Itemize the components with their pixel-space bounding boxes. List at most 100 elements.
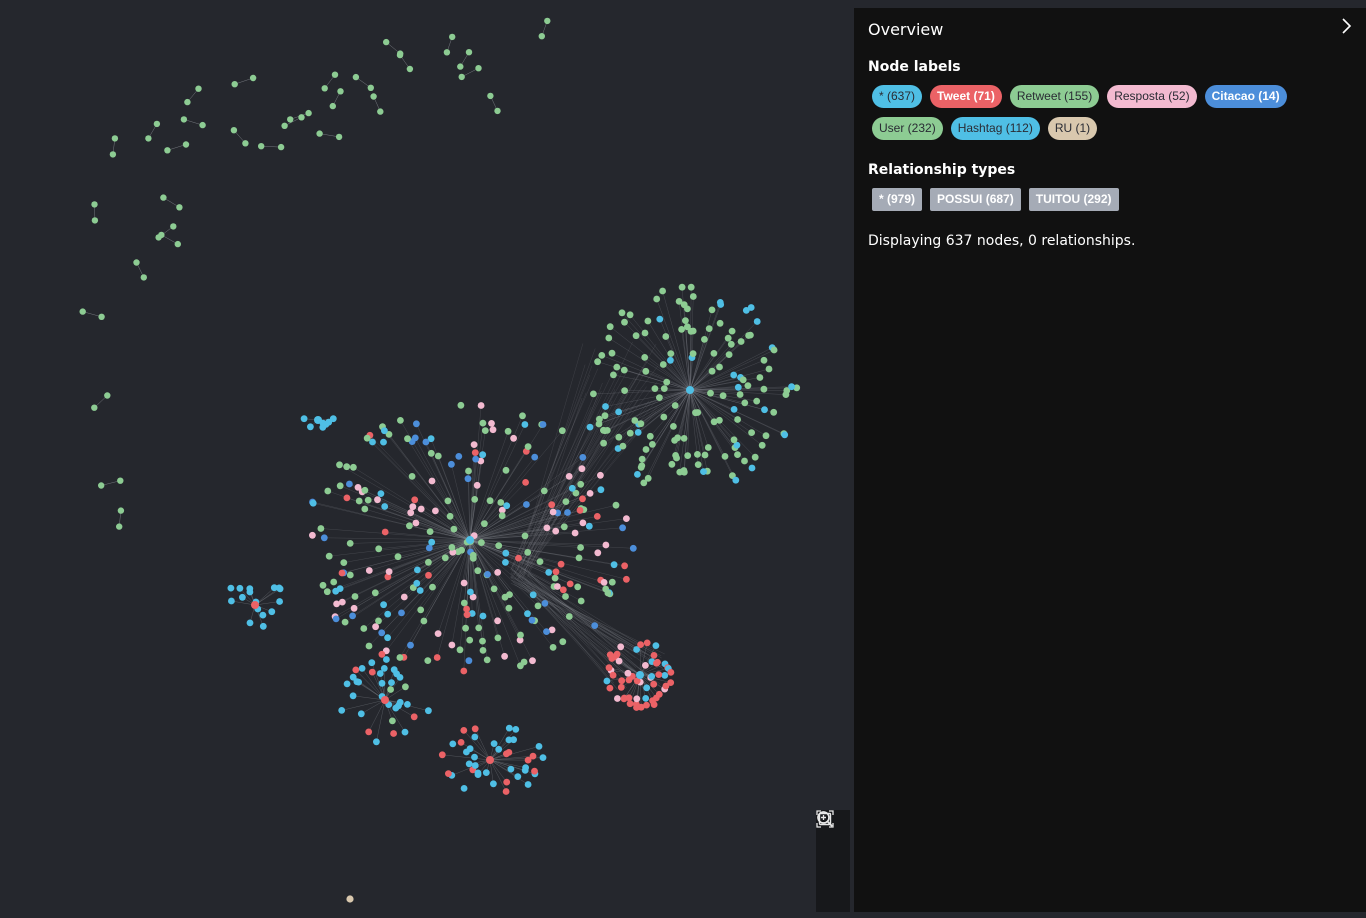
graph-node[interactable]	[614, 695, 621, 702]
graph-node[interactable]	[667, 356, 674, 364]
graph-node[interactable]	[381, 696, 389, 704]
graph-node[interactable]	[603, 677, 611, 685]
graph-node[interactable]	[642, 446, 650, 453]
graph-node[interactable]	[324, 487, 332, 495]
graph-node[interactable]	[380, 665, 388, 672]
graph-node[interactable]	[438, 751, 446, 759]
graph-node[interactable]	[349, 612, 356, 620]
graph-node[interactable]	[470, 441, 478, 448]
graph-node[interactable]	[554, 583, 561, 590]
graph-node[interactable]	[602, 403, 609, 410]
graph-node[interactable]	[531, 453, 539, 461]
graph-node[interactable]	[684, 452, 692, 459]
graph-node[interactable]	[377, 490, 385, 497]
graph-node[interactable]	[522, 764, 529, 772]
graph-node[interactable]	[605, 664, 613, 672]
graph-node[interactable]	[174, 240, 181, 248]
graph-node[interactable]	[111, 135, 119, 142]
graph-node[interactable]	[346, 571, 354, 579]
graph-node[interactable]	[384, 610, 392, 618]
graph-node[interactable]	[91, 217, 99, 224]
graph-node[interactable]	[335, 133, 343, 141]
graph-node[interactable]	[505, 724, 513, 732]
graph-node[interactable]	[626, 429, 634, 437]
graph-node[interactable]	[429, 583, 436, 591]
graph-node[interactable]	[559, 586, 567, 594]
graph-node[interactable]	[325, 552, 333, 560]
graph-node[interactable]	[640, 479, 648, 487]
graph-node[interactable]	[545, 569, 553, 576]
graph-node[interactable]	[505, 736, 513, 744]
graph-node[interactable]	[717, 301, 725, 308]
graph-node[interactable]	[426, 528, 434, 535]
graph-node[interactable]	[765, 365, 773, 373]
graph-node[interactable]	[552, 527, 560, 535]
graph-node[interactable]	[390, 730, 397, 737]
graph-node[interactable]	[343, 463, 351, 471]
graph-node[interactable]	[182, 141, 190, 148]
graph-node[interactable]	[521, 421, 529, 428]
graph-node[interactable]	[401, 728, 409, 736]
graph-node[interactable]	[507, 765, 515, 773]
graph-node[interactable]	[484, 571, 491, 578]
graph-node[interactable]	[336, 585, 344, 592]
graph-node[interactable]	[462, 624, 469, 632]
graph-node[interactable]	[365, 567, 373, 574]
graph-node[interactable]	[164, 147, 171, 154]
graph-node[interactable]	[385, 431, 393, 438]
graph-node[interactable]	[788, 383, 795, 391]
graph-node[interactable]	[374, 496, 381, 504]
graph-node[interactable]	[428, 477, 436, 485]
fit-to-screen-button[interactable]	[816, 810, 850, 912]
graph-node[interactable]	[380, 438, 387, 446]
graph-node[interactable]	[591, 622, 599, 629]
graph-node[interactable]	[633, 695, 641, 703]
graph-node[interactable]	[760, 356, 768, 364]
graph-node[interactable]	[638, 462, 646, 470]
relationship-chip-all[interactable]: * (979)	[872, 188, 923, 211]
graph-node[interactable]	[501, 652, 508, 660]
graph-node[interactable]	[486, 497, 494, 505]
graph-node[interactable]	[394, 553, 402, 561]
graph-node[interactable]	[434, 630, 442, 637]
graph-node[interactable]	[481, 427, 489, 434]
graph-node[interactable]	[653, 659, 660, 667]
graph-node[interactable]	[585, 522, 593, 530]
graph-node[interactable]	[662, 333, 670, 340]
graph-node[interactable]	[730, 406, 738, 413]
graph-node[interactable]	[363, 434, 371, 442]
graph-node[interactable]	[742, 307, 750, 314]
graph-node[interactable]	[361, 486, 369, 494]
graph-node[interactable]	[387, 686, 394, 693]
graph-node[interactable]	[650, 652, 658, 659]
graph-node[interactable]	[707, 389, 714, 397]
graph-node[interactable]	[643, 684, 651, 692]
graph-node[interactable]	[694, 451, 701, 458]
graph-node[interactable]	[615, 408, 622, 416]
graph-node[interactable]	[694, 409, 702, 416]
graph-node[interactable]	[748, 464, 756, 472]
graph-node[interactable]	[251, 601, 259, 609]
graph-node[interactable]	[652, 642, 660, 649]
graph-node[interactable]	[574, 583, 582, 591]
graph-svg[interactable]	[0, 0, 854, 918]
graph-node[interactable]	[373, 738, 380, 746]
graph-node[interactable]	[383, 38, 390, 46]
node-label-chip-all[interactable]: * (637)	[872, 85, 923, 108]
graph-node[interactable]	[653, 295, 661, 303]
graph-node[interactable]	[629, 544, 637, 552]
graph-node[interactable]	[287, 116, 294, 123]
graph-node[interactable]	[502, 549, 510, 557]
graph-node[interactable]	[621, 562, 628, 570]
graph-node[interactable]	[565, 473, 573, 480]
graph-node[interactable]	[618, 677, 626, 685]
graph-node[interactable]	[353, 678, 361, 686]
graph-node[interactable]	[667, 669, 675, 676]
graph-node[interactable]	[432, 507, 439, 515]
graph-node[interactable]	[445, 770, 452, 777]
graph-node[interactable]	[321, 85, 328, 92]
graph-node[interactable]	[307, 423, 314, 431]
graph-node[interactable]	[433, 654, 441, 661]
graph-node[interactable]	[625, 676, 633, 684]
graph-node[interactable]	[656, 394, 663, 401]
